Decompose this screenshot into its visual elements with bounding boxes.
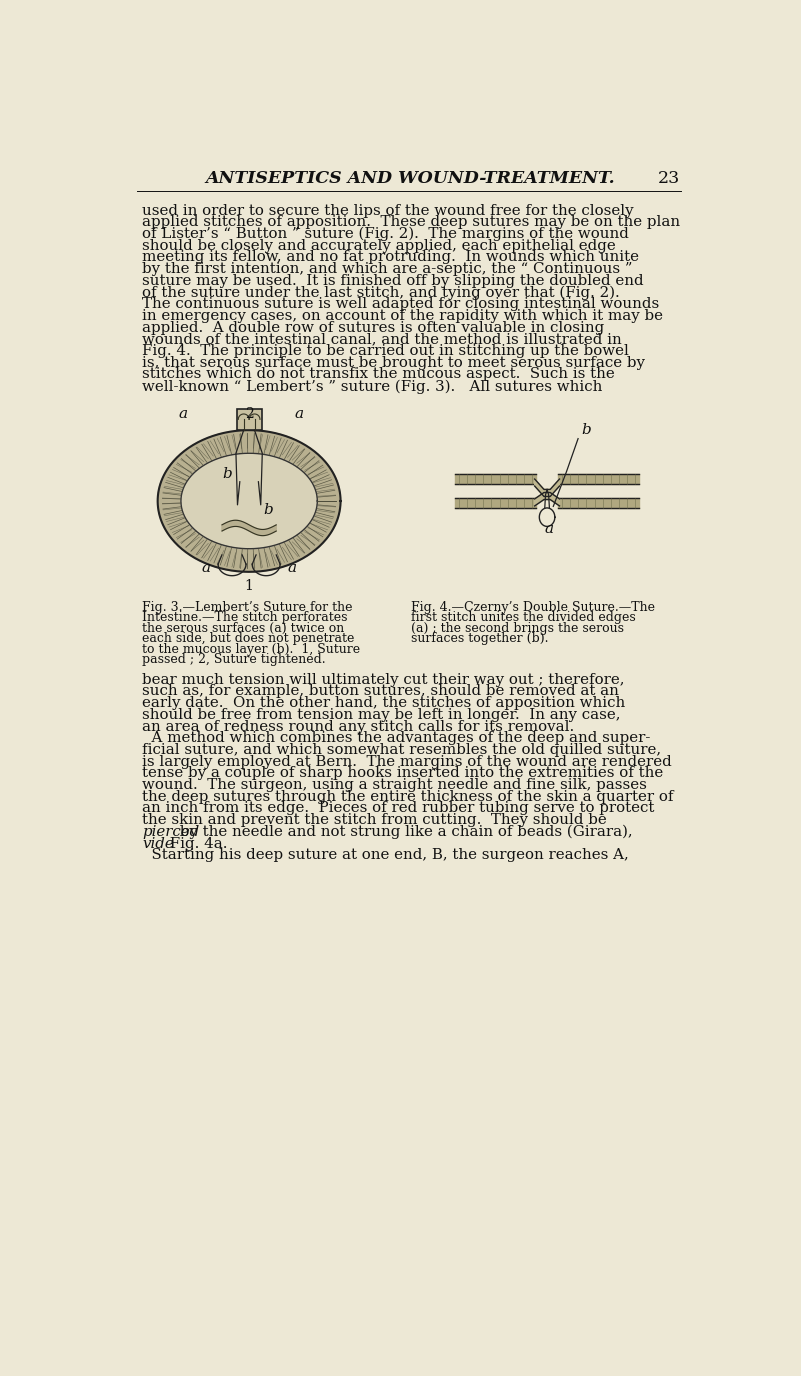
Text: (a) ; the second brings the serous: (a) ; the second brings the serous (410, 622, 623, 634)
Text: 2: 2 (245, 407, 253, 421)
Text: wounds of the intestinal canal, and the method is illustrated in: wounds of the intestinal canal, and the … (143, 333, 622, 347)
Text: the skin and prevent the stitch from cutting.  They should be: the skin and prevent the stitch from cut… (143, 813, 607, 827)
Text: in emergency cases, on account of the rapidity with which it may be: in emergency cases, on account of the ra… (143, 310, 663, 323)
Text: of the suture under the last stitch, and tying over that (Fig. 2).: of the suture under the last stitch, and… (143, 286, 620, 300)
Polygon shape (158, 431, 340, 572)
Polygon shape (455, 498, 536, 508)
Text: Fig. 4.—Czerny’s Double Suture.—The: Fig. 4.—Czerny’s Double Suture.—The (410, 601, 654, 614)
Text: such as, for example, button sutures, should be removed at an: such as, for example, button sutures, sh… (143, 684, 619, 699)
Polygon shape (558, 475, 639, 484)
Text: well-known “ Lembert’s ” suture (Fig. 3).   All sutures which: well-known “ Lembert’s ” suture (Fig. 3)… (143, 380, 602, 394)
Text: first stitch unites the divided edges: first stitch unites the divided edges (410, 611, 635, 625)
Text: stitches which do not transfix the mucous aspect.  Such is the: stitches which do not transfix the mucou… (143, 367, 615, 381)
Text: Starting his deep suture at one end, B, the surgeon reaches A,: Starting his deep suture at one end, B, … (143, 848, 629, 863)
Text: vide: vide (143, 837, 174, 850)
Polygon shape (535, 479, 559, 497)
Text: the deep sutures through the entire thickness of the skin a quarter of: the deep sutures through the entire thic… (143, 790, 674, 804)
Text: by the first intention, and which are a-septic, the “ Continuous ”: by the first intention, and which are a-… (143, 263, 633, 277)
Text: Intestine.—The stitch perforates: Intestine.—The stitch perforates (143, 611, 348, 625)
Text: 1: 1 (244, 579, 254, 593)
Text: a: a (202, 561, 211, 575)
Polygon shape (535, 493, 559, 506)
Polygon shape (181, 453, 317, 549)
Text: bear much tension will ultimately cut their way out ; therefore,: bear much tension will ultimately cut th… (143, 673, 625, 687)
Text: a: a (295, 407, 304, 421)
Text: suture may be used.  It is finished off by slipping the doubled end: suture may be used. It is finished off b… (143, 274, 644, 288)
Text: a: a (179, 407, 187, 421)
Text: should be closely and accurately applied, each epithelial edge: should be closely and accurately applied… (143, 238, 616, 253)
Text: used in order to secure the lips of the wound free for the closely: used in order to secure the lips of the … (143, 204, 634, 217)
Text: ANTISEPTICS AND WOUND-TREATMENT.: ANTISEPTICS AND WOUND-TREATMENT. (206, 169, 615, 187)
Polygon shape (455, 475, 536, 484)
Polygon shape (558, 498, 639, 508)
Text: an inch from its edge.  Pieces of red rubber tubing serve to protect: an inch from its edge. Pieces of red rub… (143, 801, 654, 816)
Text: b: b (581, 422, 590, 438)
Text: to the mucous layer (b).  1, Suture: to the mucous layer (b). 1, Suture (143, 643, 360, 656)
Text: of Lister’s “ Button ” suture (Fig. 2).  The margins of the wound: of Lister’s “ Button ” suture (Fig. 2). … (143, 227, 630, 241)
Text: passed ; 2, Suture tightened.: passed ; 2, Suture tightened. (143, 654, 326, 666)
Text: each side, but does not penetrate: each side, but does not penetrate (143, 633, 355, 645)
Text: by the needle and not strung like a chain of beads (Girara),: by the needle and not strung like a chai… (175, 824, 633, 839)
Text: b: b (264, 504, 273, 517)
Text: a: a (288, 561, 296, 575)
Text: Fig. 4a.: Fig. 4a. (165, 837, 227, 850)
Text: wound.  The surgeon, using a straight needle and fine silk, passes: wound. The surgeon, using a straight nee… (143, 777, 647, 793)
Text: The continuous suture is well adapted for closing intestinal wounds: The continuous suture is well adapted fo… (143, 297, 659, 311)
Text: 23: 23 (658, 169, 681, 187)
Text: applied.  A double row of sutures is often valuable in closing: applied. A double row of sutures is ofte… (143, 321, 605, 334)
Text: tense by a couple of sharp hooks inserted into the extremities of the: tense by a couple of sharp hooks inserte… (143, 766, 663, 780)
Text: meeting its fellow, and no fat protruding.  In wounds which unite: meeting its fellow, and no fat protrudin… (143, 250, 639, 264)
Text: Fig. 4.  The principle to be carried out in stitching up the bowel: Fig. 4. The principle to be carried out … (143, 344, 630, 358)
Text: pierced: pierced (143, 824, 199, 839)
Text: a: a (544, 523, 553, 537)
Text: is, that serous surface must be brought to meet serous surface by: is, that serous surface must be brought … (143, 356, 646, 370)
Text: b: b (223, 466, 232, 482)
Text: applied stitches of apposition.  These deep sutures may be on the plan: applied stitches of apposition. These de… (143, 215, 681, 230)
Text: A method which combines the advantages of the deep and super-: A method which combines the advantages o… (143, 731, 650, 746)
Polygon shape (222, 520, 276, 535)
Text: ficial suture, and which somewhat resembles the old quilled suture,: ficial suture, and which somewhat resemb… (143, 743, 662, 757)
Polygon shape (237, 409, 261, 431)
Text: should be free from tension may be left in longer.  In any case,: should be free from tension may be left … (143, 707, 621, 722)
Text: the serous surfaces (a) twice on: the serous surfaces (a) twice on (143, 622, 344, 634)
Text: an area of redness round any stitch calls for its removal.: an area of redness round any stitch call… (143, 720, 574, 733)
Text: is largely employed at Bern.  The margins of the wound are rendered: is largely employed at Bern. The margins… (143, 754, 672, 769)
Text: early date.  On the other hand, the stitches of apposition which: early date. On the other hand, the stitc… (143, 696, 626, 710)
Text: Fig. 3.—Lembert’s Suture for the: Fig. 3.—Lembert’s Suture for the (143, 601, 352, 614)
Text: surfaces together (b).: surfaces together (b). (410, 633, 548, 645)
